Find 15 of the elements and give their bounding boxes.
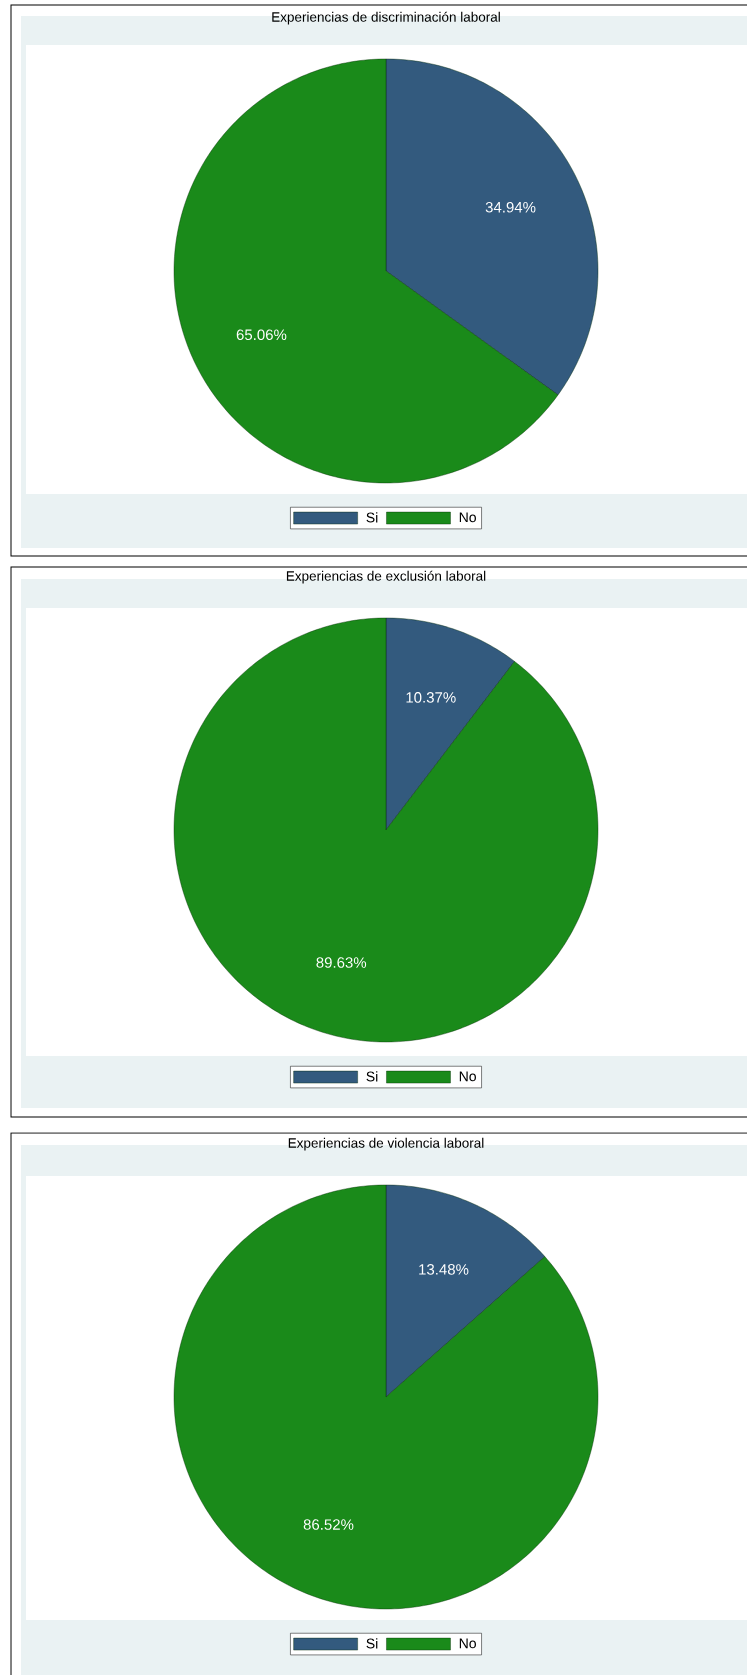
data-label: 65.06% (236, 329, 287, 341)
legend-label: No (459, 1638, 476, 1649)
data-label: 89.63% (316, 957, 367, 968)
chart-title: Experiencias de violencia laboral (288, 1137, 484, 1151)
data-label: 86.52% (303, 1519, 354, 1530)
legend-label: Si (366, 1638, 378, 1649)
legend-label: No (459, 1071, 476, 1082)
data-label: 10.37% (406, 692, 456, 703)
legend-label: Si (366, 1071, 378, 1082)
data-label: 13.48% (419, 1264, 469, 1275)
legend-label: No (459, 512, 476, 523)
chart-title: Experiencias de exclusión laboral (286, 570, 486, 584)
legend-label: Si (366, 512, 378, 523)
chart-title: Experiencias de discriminación laboral (272, 11, 500, 25)
data-label: 34.94% (485, 201, 536, 213)
